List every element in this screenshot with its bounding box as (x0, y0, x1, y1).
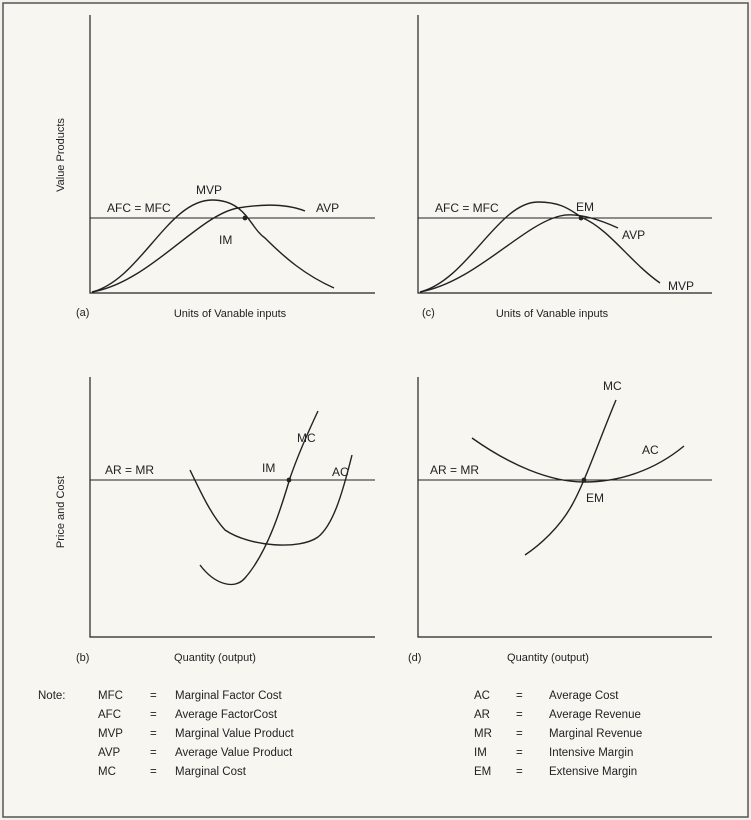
note-heading: Note: (38, 690, 66, 702)
panel-b-tag: (b) (76, 652, 89, 664)
panel-a-axes (89, 15, 375, 294)
panel-b-ar-mr-label: AR = MR (105, 463, 154, 477)
panel-d-em-point (581, 477, 587, 483)
panel-a-afc-mfc-label: AFC = MFC (107, 201, 171, 215)
panel-d-mc-curve (524, 399, 617, 556)
panel-c-tag: (c) (422, 307, 435, 319)
note-abbr: MR (474, 728, 492, 740)
note-abbr: MFC (98, 690, 123, 702)
panel-d-em-label: EM (586, 491, 604, 505)
panel-a-mvp-label: MVP (196, 183, 222, 197)
panel-b-mc-curve (199, 410, 319, 586)
panel-d-ac-label: AC (642, 443, 659, 457)
panel-b-ac-curve (189, 454, 353, 546)
note-left-row: AFC = Average FactorCost (98, 709, 278, 721)
panel-c-mvp-label: MVP (668, 279, 694, 293)
panel-b-im-point (286, 477, 292, 483)
panel-b-xlabel: Quantity (output) (174, 652, 256, 664)
note-left-row: MFC = Marginal Factor Cost (98, 690, 283, 702)
panel-c-mvp-curve (419, 201, 661, 293)
panel-d-mc-label: MC (603, 379, 622, 393)
note-def: Average Cost (549, 690, 619, 702)
panel-b-im-label: IM (262, 461, 275, 475)
note-eq: = (150, 690, 157, 702)
panel-a-avp-curve (91, 204, 306, 293)
panel-a-im-label: IM (219, 233, 232, 247)
panel-d-axes (417, 377, 712, 638)
note-left-row: MC = Marginal Cost (98, 766, 247, 778)
panel-d-xlabel: Quantity (output) (507, 652, 589, 664)
note-eq: = (150, 709, 157, 721)
panel-c-em-point (578, 215, 584, 221)
note-legend: Note: MFC = Marginal Factor Cost AFC = A… (38, 690, 642, 778)
note-eq: = (516, 728, 523, 740)
panel-a-ylabel: Value Products (55, 118, 67, 192)
note-right-row: MR = Marginal Revenue (474, 728, 642, 740)
panel-c-afc-mfc-label: AFC = MFC (435, 201, 499, 215)
note-eq: = (150, 728, 157, 740)
panel-b-axes (89, 377, 375, 638)
panel-c-axes (417, 15, 712, 294)
note-abbr: IM (474, 747, 487, 759)
note-abbr: MVP (98, 728, 123, 740)
note-eq: = (516, 709, 523, 721)
panel-a-avp-label: AVP (316, 201, 339, 215)
note-eq: = (150, 766, 157, 778)
note-eq: = (150, 747, 157, 759)
note-abbr: AVP (98, 747, 120, 759)
panel-b-ac-label: AC (332, 465, 349, 479)
note-def: Average Value Product (175, 747, 293, 759)
panel-b-mc-label: MC (297, 431, 316, 445)
note-def: Marginal Value Product (175, 728, 294, 740)
note-abbr: MC (98, 766, 116, 778)
note-left-row: MVP = Marginal Value Product (98, 728, 294, 740)
panel-c-xlabel: Units of Vanable inputs (496, 308, 609, 320)
note-abbr: AC (474, 690, 490, 702)
panel-c: Units of Vanable inputs (c) AFC = MFC EM… (417, 15, 712, 320)
note-eq: = (516, 690, 523, 702)
note-def: Marginal Factor Cost (175, 690, 283, 702)
panel-b-ylabel: Price and Cost (55, 476, 67, 548)
note-abbr: EM (474, 766, 491, 778)
note-right-row: AC = Average Cost (474, 690, 619, 702)
panel-a-mvp-curve (91, 199, 335, 293)
note-left-row: AVP = Average Value Product (98, 747, 293, 759)
note-abbr: AR (474, 709, 490, 721)
note-def: Extensive Margin (549, 766, 637, 778)
note-def: Intensive Margin (549, 747, 633, 759)
panel-c-em-label: EM (576, 200, 594, 214)
note-right-row: EM = Extensive Margin (474, 766, 637, 778)
panel-b: Price and Cost Quantity (output) (b) AR … (55, 377, 375, 664)
note-abbr: AFC (98, 709, 121, 721)
note-right-row: IM = Intensive Margin (474, 747, 633, 759)
panel-c-avp-curve (419, 214, 619, 293)
panel-d-tag: (d) (408, 652, 421, 664)
panel-a-tag: (a) (76, 307, 89, 319)
note-def: Marginal Revenue (549, 728, 642, 740)
panel-a: Value Products Units of Vanable inputs (… (55, 15, 375, 320)
note-eq: = (516, 747, 523, 759)
note-right-row: AR = Average Revenue (474, 709, 641, 721)
note-eq: = (516, 766, 523, 778)
panel-a-im-point (242, 215, 248, 221)
panel-d-ar-mr-label: AR = MR (430, 463, 479, 477)
panel-a-xlabel: Units of Vanable inputs (174, 308, 287, 320)
note-def: Marginal Cost (175, 766, 247, 778)
panel-d: Quantity (output) (d) AR = MR MC AC EM (408, 377, 712, 664)
panel-c-avp-label: AVP (622, 228, 645, 242)
note-def: Average Revenue (549, 709, 641, 721)
note-def: Average FactorCost (175, 709, 278, 721)
